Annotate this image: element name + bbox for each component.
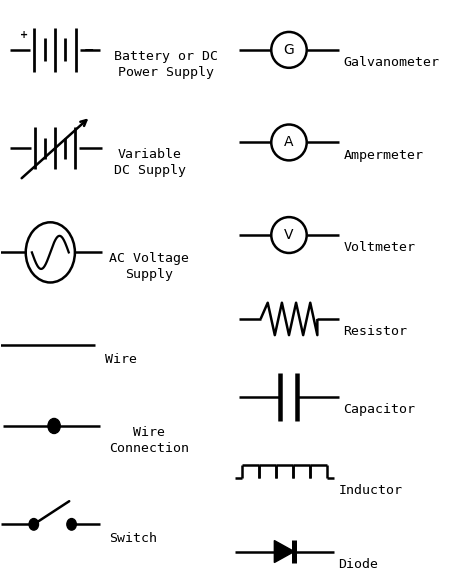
Circle shape [48,418,60,433]
Text: Voltmeter: Voltmeter [343,241,415,254]
Text: Variable
DC Supply: Variable DC Supply [114,148,186,177]
Text: Inductor: Inductor [338,484,402,497]
Text: −: − [83,44,94,56]
Text: Resistor: Resistor [343,325,407,338]
Text: Galvanometer: Galvanometer [343,56,439,69]
Circle shape [29,519,38,530]
Text: Wire: Wire [105,353,137,366]
Text: Battery or DC
Power Supply: Battery or DC Power Supply [114,50,218,79]
Text: G: G [283,43,294,57]
Polygon shape [274,541,294,563]
Text: V: V [284,228,294,242]
Text: Diode: Diode [338,558,379,571]
Text: A: A [284,136,294,150]
Text: Capacitor: Capacitor [343,403,415,416]
Text: Switch: Switch [109,532,157,545]
Text: +: + [20,30,28,41]
Circle shape [67,519,76,530]
Text: Wire
Connection: Wire Connection [109,426,190,455]
Text: Ampermeter: Ampermeter [343,148,423,162]
Text: AC Voltage
Supply: AC Voltage Supply [109,252,190,281]
